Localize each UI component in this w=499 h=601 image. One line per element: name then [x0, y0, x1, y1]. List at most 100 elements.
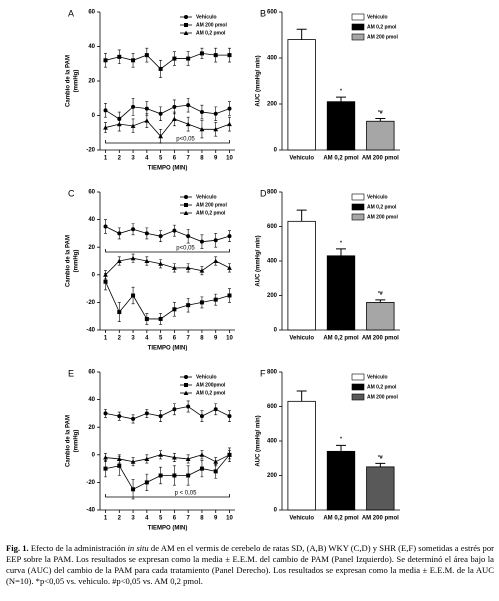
- x-tick-label: AM 200 pmol: [362, 156, 399, 162]
- marker: [117, 310, 122, 315]
- marker: [172, 56, 177, 61]
- y-tick-label: 20: [88, 79, 95, 85]
- y-tick-label: 400: [267, 56, 278, 62]
- x-tick-label: AM 200 pmol: [362, 516, 399, 522]
- y-tick-label: 40: [88, 44, 95, 50]
- marker: [144, 258, 150, 263]
- y-tick-label: 40: [88, 217, 95, 223]
- legend-swatch: [351, 393, 365, 401]
- x-tick-label: 3: [131, 336, 135, 342]
- marker: [199, 300, 204, 305]
- y-tick-label: -40: [86, 328, 95, 334]
- marker: [186, 303, 191, 308]
- caption-label: Fig. 1.: [6, 543, 29, 553]
- y-tick-label: 400: [267, 439, 278, 445]
- marker: [130, 459, 136, 464]
- marker: [103, 272, 108, 277]
- marker: [130, 123, 136, 128]
- y-tick-label: 0: [274, 508, 278, 514]
- legend-label: AM 200 pmol: [196, 22, 227, 28]
- legend-marker: [184, 15, 188, 19]
- legend-swatch: [351, 33, 365, 41]
- marker: [172, 228, 177, 233]
- series-line: [105, 226, 230, 243]
- x-tick-label: 6: [173, 156, 177, 162]
- x-tick-label: Vehiculo: [289, 156, 314, 162]
- error-bar: [375, 299, 386, 303]
- y-axis-label: AUC (mmHg/ min): [256, 415, 262, 466]
- marker: [227, 452, 232, 457]
- x-tick-label: 1: [104, 516, 108, 522]
- bar: [287, 39, 316, 151]
- marker: [103, 411, 108, 416]
- y-axis-label: (mmHg): [74, 250, 80, 273]
- error-bar: [296, 209, 307, 222]
- marker: [199, 268, 205, 273]
- y-axis-label: AUC (mmHg/ min): [256, 55, 262, 106]
- panel: B 0 200 400 600 AUC (mmHg/ min) Vehiculo Vehicu…: [256, 8, 400, 162]
- y-tick-label: -20: [86, 300, 95, 306]
- marker: [213, 238, 218, 243]
- panel: D 0 200 400 600 800 AUC (mmHg/ min) Vehiculo Veh…: [256, 188, 400, 342]
- legend-label: AM 200 pmol: [367, 394, 398, 400]
- marker: [213, 459, 219, 464]
- error-bar: [296, 28, 307, 40]
- marker: [130, 255, 136, 261]
- error-bar: [336, 248, 346, 256]
- marker: [103, 455, 108, 460]
- y-tick-label: 0: [92, 452, 96, 458]
- y-tick-label: 800: [267, 370, 278, 376]
- error-bar: [375, 462, 386, 467]
- marker: [227, 234, 232, 239]
- marker: [172, 307, 177, 312]
- legend-swatch: [351, 373, 365, 381]
- y-axis-label: Cambio de la PAM: [66, 55, 72, 107]
- marker: [103, 224, 108, 229]
- x-tick-label: 10: [226, 516, 233, 522]
- y-tick-label: 600: [267, 224, 278, 230]
- legend-marker: [184, 23, 188, 27]
- marker: [213, 469, 218, 474]
- x-tick-label: 5: [159, 336, 163, 342]
- series-line: [105, 454, 230, 463]
- marker: [199, 239, 204, 244]
- legend-label: Vehiculo: [367, 14, 388, 20]
- significance-bracket: [105, 140, 230, 144]
- y-tick-label: 200: [267, 102, 278, 108]
- x-tick-label: 7: [186, 336, 190, 342]
- bar: [326, 450, 356, 511]
- y-tick-label: 40: [88, 397, 95, 403]
- x-tick-label: 10: [226, 156, 233, 162]
- y-tick-label: 200: [267, 293, 278, 299]
- annotation: p<0,05: [176, 246, 195, 252]
- legend-label: AM 0,2 pmol: [367, 384, 397, 390]
- panel-letter: E: [68, 368, 74, 378]
- x-tick-label: 7: [186, 516, 190, 522]
- marker: [144, 480, 149, 485]
- marker: [103, 125, 108, 130]
- y-tick-label: 60: [88, 10, 95, 16]
- marker: [117, 463, 122, 468]
- marker: [213, 258, 219, 263]
- significance-label: *: [340, 88, 342, 94]
- x-tick-label: Vehiculo: [289, 516, 314, 522]
- y-tick-label: 800: [267, 190, 278, 196]
- legend-label: Vehiculo: [367, 374, 388, 380]
- legend-label: Vehiculo: [196, 14, 217, 20]
- x-tick-label: 9: [214, 156, 218, 162]
- x-axis-label: TIEMPO (MIN): [148, 166, 188, 172]
- marker: [186, 103, 191, 108]
- marker: [199, 452, 205, 457]
- marker: [144, 118, 150, 123]
- y-tick-label: 0: [274, 148, 278, 154]
- x-tick-label: 3: [131, 156, 135, 162]
- y-axis-label: (mmHg): [74, 70, 80, 93]
- legend-swatch: [351, 193, 365, 201]
- legend-marker: [184, 375, 188, 379]
- legend-label: AM 200 pmol: [367, 214, 398, 220]
- x-tick-label: 6: [173, 516, 177, 522]
- y-axis-label: AUC (mmHg/ min): [256, 235, 262, 286]
- series-line: [105, 104, 230, 120]
- y-tick-label: 0: [274, 328, 278, 334]
- marker: [199, 466, 204, 471]
